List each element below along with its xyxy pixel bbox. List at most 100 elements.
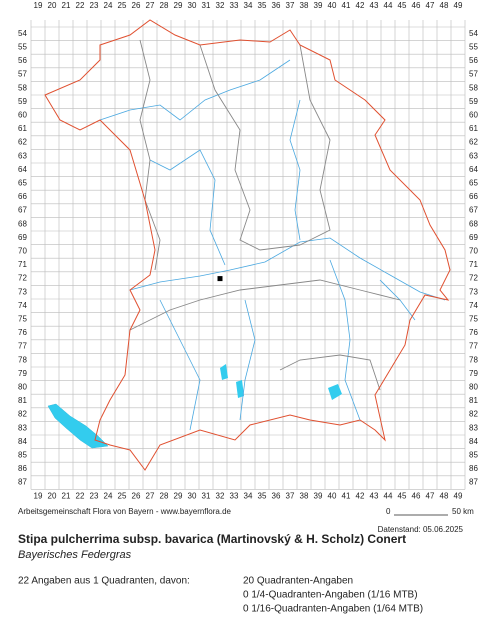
column-label: 37 bbox=[286, 492, 295, 501]
row-label: 80 bbox=[469, 383, 478, 392]
column-label: 31 bbox=[202, 1, 211, 10]
row-label: 75 bbox=[18, 315, 27, 324]
common-name: Bayerisches Federgras bbox=[18, 549, 132, 561]
row-label: 71 bbox=[469, 260, 478, 269]
row-label: 54 bbox=[469, 29, 478, 38]
row-label: 73 bbox=[469, 287, 478, 296]
state-border bbox=[44, 19, 451, 471]
column-label: 49 bbox=[454, 1, 463, 10]
column-label: 41 bbox=[342, 1, 351, 10]
column-label: 19 bbox=[34, 1, 43, 10]
row-label: 66 bbox=[469, 192, 478, 201]
summary-sixteenth: 0 1/16-Quadranten-Angaben (1/64 MTB) bbox=[243, 604, 423, 615]
column-label: 23 bbox=[90, 1, 99, 10]
column-label: 32 bbox=[216, 492, 225, 501]
column-label: 27 bbox=[146, 492, 155, 501]
row-label: 68 bbox=[18, 219, 27, 228]
row-label: 72 bbox=[469, 274, 478, 283]
records bbox=[217, 276, 223, 282]
row-label: 69 bbox=[18, 233, 27, 242]
column-label: 19 bbox=[34, 492, 43, 501]
column-label: 34 bbox=[244, 492, 253, 501]
column-label: 26 bbox=[132, 492, 141, 501]
summary-quadrants: 20 Quadranten-Angaben bbox=[243, 576, 353, 587]
record-marker bbox=[217, 276, 223, 282]
row-label: 84 bbox=[469, 437, 478, 446]
column-label: 43 bbox=[370, 1, 379, 10]
row-label: 73 bbox=[18, 287, 27, 296]
column-label: 42 bbox=[356, 492, 365, 501]
column-label: 46 bbox=[412, 1, 421, 10]
row-label: 72 bbox=[18, 274, 27, 283]
column-label: 33 bbox=[230, 492, 239, 501]
column-label: 30 bbox=[188, 1, 197, 10]
row-label: 78 bbox=[18, 355, 27, 364]
lake bbox=[47, 403, 109, 449]
row-label: 77 bbox=[18, 342, 27, 351]
row-label: 85 bbox=[18, 451, 27, 460]
column-label: 29 bbox=[174, 492, 183, 501]
row-label: 71 bbox=[18, 260, 27, 269]
row-label: 75 bbox=[469, 315, 478, 324]
row-label: 60 bbox=[18, 111, 27, 120]
column-label: 45 bbox=[398, 492, 407, 501]
row-label: 59 bbox=[18, 97, 27, 106]
column-label: 45 bbox=[398, 1, 407, 10]
column-label: 36 bbox=[272, 492, 281, 501]
row-label: 76 bbox=[469, 328, 478, 337]
column-label: 40 bbox=[328, 492, 337, 501]
summary-quarter: 0 1/4-Quadranten-Angaben (1/16 MTB) bbox=[243, 590, 418, 601]
row-label: 54 bbox=[18, 29, 27, 38]
row-label: 86 bbox=[469, 464, 478, 473]
row-label: 63 bbox=[469, 151, 478, 160]
row-label: 82 bbox=[18, 410, 27, 419]
row-label: 79 bbox=[18, 369, 27, 378]
row-label: 58 bbox=[469, 83, 478, 92]
row-label: 84 bbox=[18, 437, 27, 446]
column-label: 47 bbox=[426, 1, 435, 10]
lake bbox=[328, 384, 342, 400]
row-label: 70 bbox=[18, 247, 27, 256]
column-label: 39 bbox=[314, 1, 323, 10]
column-label: 25 bbox=[118, 1, 127, 10]
column-label: 36 bbox=[272, 1, 281, 10]
column-label: 22 bbox=[76, 492, 85, 501]
row-label: 65 bbox=[18, 179, 27, 188]
column-label: 42 bbox=[356, 1, 365, 10]
row-label: 55 bbox=[469, 43, 478, 52]
row-label: 56 bbox=[469, 56, 478, 65]
row-label: 70 bbox=[469, 247, 478, 256]
row-label: 57 bbox=[18, 70, 27, 79]
admin-borders bbox=[129, 39, 401, 391]
column-label: 35 bbox=[258, 492, 267, 501]
column-label: 20 bbox=[48, 1, 57, 10]
column-label: 35 bbox=[258, 1, 267, 10]
column-label: 49 bbox=[454, 492, 463, 501]
row-label: 59 bbox=[469, 97, 478, 106]
column-label: 39 bbox=[314, 492, 323, 501]
lake bbox=[220, 364, 228, 380]
row-label: 74 bbox=[18, 301, 27, 310]
column-label: 31 bbox=[202, 492, 211, 501]
row-label: 55 bbox=[18, 43, 27, 52]
row-label: 63 bbox=[18, 151, 27, 160]
scale-end: 50 km bbox=[452, 507, 474, 516]
row-label: 64 bbox=[469, 165, 478, 174]
column-label: 23 bbox=[90, 492, 99, 501]
column-label: 24 bbox=[104, 492, 113, 501]
row-label: 79 bbox=[469, 369, 478, 378]
column-label: 48 bbox=[440, 492, 449, 501]
row-label: 62 bbox=[469, 138, 478, 147]
row-label: 69 bbox=[469, 233, 478, 242]
row-label: 80 bbox=[18, 383, 27, 392]
column-label: 21 bbox=[62, 1, 71, 10]
row-label: 56 bbox=[18, 56, 27, 65]
row-label: 81 bbox=[469, 396, 478, 405]
row-label: 85 bbox=[469, 451, 478, 460]
grid-labels: 19 19 20 20 21 21 22 22 23 23 24 24 25 25 26 26 27 27 28 28… bbox=[18, 1, 478, 500]
row-label: 83 bbox=[18, 423, 27, 432]
row-label: 74 bbox=[469, 301, 478, 310]
column-label: 33 bbox=[230, 1, 239, 10]
row-label: 68 bbox=[469, 219, 478, 228]
